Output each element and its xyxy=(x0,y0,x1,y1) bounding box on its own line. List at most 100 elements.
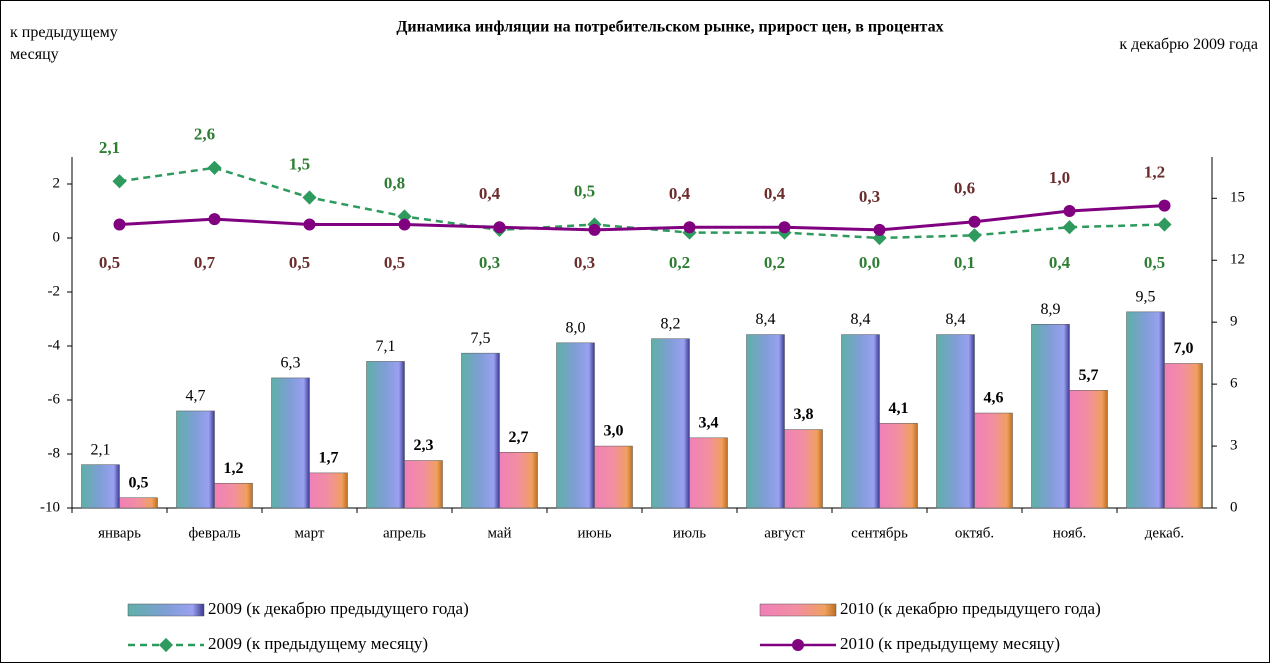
bar-value-label: 8,4 xyxy=(851,311,871,328)
line-value-label: 0,5 xyxy=(1144,253,1165,272)
marker xyxy=(1158,199,1171,212)
marker xyxy=(873,223,886,236)
line-value-label: 0,4 xyxy=(669,184,691,203)
bar-value-label: 7,0 xyxy=(1174,340,1194,357)
line-value-label: 1,0 xyxy=(1049,168,1070,187)
line-value-label: 0,4 xyxy=(479,184,501,203)
y-tick-label: 0 xyxy=(53,229,61,245)
bar-value-label: 1,2 xyxy=(224,460,244,477)
legend-swatch xyxy=(759,603,837,617)
line-value-label: 0,4 xyxy=(764,184,786,203)
line-value-label: 0,3 xyxy=(479,253,500,272)
y-tick-label: 2 xyxy=(53,175,61,191)
line-value-label: 0,2 xyxy=(669,253,690,272)
y2-tick-label: 3 xyxy=(1230,437,1238,453)
line-value-label: 0,3 xyxy=(574,253,595,272)
line-value-label: 2,6 xyxy=(194,125,215,144)
y-tick-label: -8 xyxy=(48,445,61,461)
legend-label: 2010 (к предыдущему месяцу) xyxy=(840,634,1060,653)
bar xyxy=(271,377,310,509)
y2-axis-label: к декабрю 2009 года xyxy=(1119,36,1258,53)
marker xyxy=(1062,220,1077,235)
y-tick-label: -4 xyxy=(48,337,61,353)
bar xyxy=(689,437,728,509)
bar-value-label: 8,2 xyxy=(661,315,681,332)
y-tick-label: -6 xyxy=(48,391,61,407)
y2-tick-label: 12 xyxy=(1230,252,1245,268)
y2-tick-label: 0 xyxy=(1230,499,1238,515)
y2-tick-label: 15 xyxy=(1230,190,1245,206)
y2-tick-label: 9 xyxy=(1230,314,1238,330)
x-tick-label: август xyxy=(764,525,805,541)
line-value-label: 0,5 xyxy=(289,253,310,272)
legend-label: 2009 (к предыдущему месяцу) xyxy=(208,634,428,653)
y-tick-label: -2 xyxy=(48,283,61,299)
bar-value-label: 8,0 xyxy=(566,319,586,336)
bar xyxy=(556,342,595,509)
bar-value-label: 2,1 xyxy=(91,441,111,458)
bar-value-label: 7,1 xyxy=(376,338,396,355)
bar xyxy=(1069,390,1108,509)
x-tick-label: февраль xyxy=(188,525,240,541)
line-value-label: 0,1 xyxy=(954,253,975,272)
bar-value-label: 6,3 xyxy=(281,355,301,372)
marker xyxy=(778,221,791,234)
line-value-label: 0,3 xyxy=(859,187,880,206)
bar xyxy=(214,482,253,509)
bar-value-label: 2,3 xyxy=(414,437,434,454)
line-value-label: 0,5 xyxy=(574,181,595,200)
marker xyxy=(207,160,222,175)
bar xyxy=(841,334,880,509)
y-tick-label: -10 xyxy=(40,499,60,515)
x-tick-label: январь xyxy=(98,525,141,541)
bar-value-label: 9,5 xyxy=(1136,289,1156,306)
x-tick-label: июнь xyxy=(577,525,611,541)
x-tick-label: сентябрь xyxy=(851,525,908,541)
bar-value-label: 3,8 xyxy=(794,406,814,423)
bar xyxy=(119,497,158,509)
bar-value-label: 2,7 xyxy=(509,429,529,446)
bar xyxy=(594,445,633,509)
bar-value-label: 4,1 xyxy=(889,400,909,417)
bar xyxy=(461,352,500,509)
bar-value-label: 3,4 xyxy=(699,414,719,431)
bar-value-label: 4,6 xyxy=(984,390,1004,407)
line-value-label: 1,5 xyxy=(289,154,310,173)
bar xyxy=(309,472,348,509)
line-value-label: 2,1 xyxy=(99,138,120,157)
marker xyxy=(1063,205,1076,217)
bar-value-label: 1,7 xyxy=(319,450,339,467)
bar-value-label: 8,4 xyxy=(946,311,966,328)
line-value-label: 0,2 xyxy=(764,253,785,272)
bar xyxy=(499,452,538,509)
bar-value-label: 8,4 xyxy=(756,311,776,328)
marker xyxy=(303,218,316,231)
line-value-label: 0,7 xyxy=(194,253,216,272)
bar xyxy=(746,334,785,509)
marker xyxy=(208,213,221,226)
x-tick-label: март xyxy=(295,525,325,541)
bar xyxy=(176,410,215,509)
line-value-label: 0,4 xyxy=(1049,253,1071,272)
legend-label: 2009 (к декабрю предыдущего года) xyxy=(208,599,469,618)
marker xyxy=(683,221,696,234)
legend-marker xyxy=(792,639,804,651)
y2-tick-label: 6 xyxy=(1230,376,1238,392)
legend-label: 2010 (к декабрю предыдущего года) xyxy=(840,599,1101,618)
bar xyxy=(1164,363,1203,509)
marker xyxy=(112,174,127,189)
bar xyxy=(936,334,975,509)
marker xyxy=(968,215,981,228)
marker xyxy=(302,190,317,205)
line-value-label: 0,0 xyxy=(859,253,880,272)
line-value-label: 0,5 xyxy=(384,253,405,272)
marker xyxy=(398,218,411,231)
x-tick-label: декаб. xyxy=(1145,525,1184,541)
bar xyxy=(651,338,690,509)
bar xyxy=(879,423,918,509)
line-value-label: 0,8 xyxy=(384,173,405,192)
marker xyxy=(1157,217,1172,232)
bar-value-label: 0,5 xyxy=(129,474,149,491)
